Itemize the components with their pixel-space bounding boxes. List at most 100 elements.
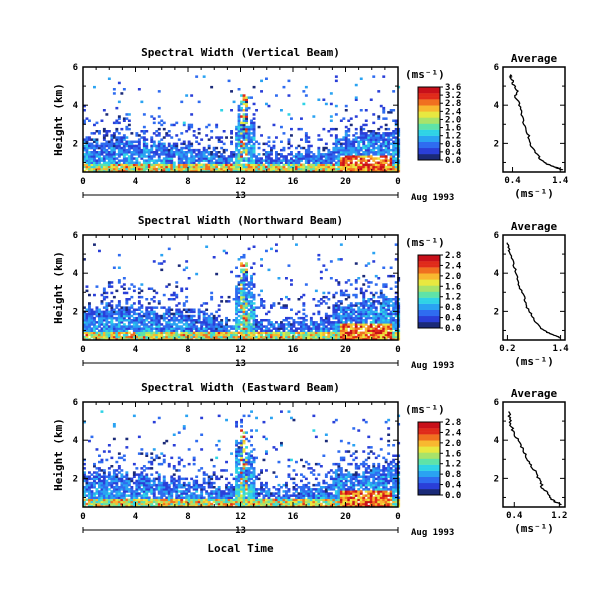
heatmap-cell [387,169,391,173]
heatmap-cell [392,155,396,158]
heatmap-cell [132,414,136,418]
heatmap-cell [115,144,119,148]
heatmap-cell [347,155,351,158]
heatmap-cell [235,287,238,290]
heatmap-cell [127,146,131,150]
heatmap-cell [392,157,396,160]
heatmap-cell [117,335,121,339]
heatmap-cell [142,335,146,339]
heatmap-cell [242,268,246,272]
heatmap-cell [319,337,323,341]
heatmap-cell [349,117,353,120]
heatmap-cell [175,293,179,297]
heatmap-cell [260,321,263,324]
heatmap-cell [359,325,363,328]
heatmap-cell [364,329,368,332]
heatmap-cell [115,333,119,337]
heatmap-cell [187,483,191,487]
heatmap-cell [382,319,386,322]
heatmap-cell [287,153,291,156]
heatmap-cell [157,325,161,328]
heatmap-cell [235,167,238,171]
heatmap-cell [157,300,161,303]
heatmap-cell [287,264,291,267]
heatmap-cell [137,300,141,303]
heatmap-cell [277,161,281,164]
heatmap-cell [102,159,106,162]
heatmap-cell [85,329,89,332]
heatmap-cell [135,333,139,337]
heatmap-cell [107,302,111,305]
heatmap-cell [170,488,174,491]
heatmap-cell [329,92,333,95]
heatmap-cell [364,316,368,320]
heatmap-cell [319,167,323,171]
heatmap-cell [93,163,96,167]
heatmap-cell [265,151,268,154]
heatmap-cell [384,146,388,150]
heatmap-cell [175,479,179,483]
heatmap-cell [200,151,204,154]
heatmap-cell [287,113,291,116]
heatmap-cell [235,333,238,337]
heatmap-cell [245,144,248,148]
heatmap-cell [354,161,358,164]
heatmap-cell [260,335,263,339]
heatmap-cell [98,161,101,164]
heatmap-cell [205,321,209,324]
heatmap-cell [217,321,221,324]
heatmap-cell [394,306,398,309]
heatmap-cell [270,325,273,328]
heatmap-cell [359,337,363,341]
heatmap-cell [105,134,109,137]
heatmap-cell [250,337,253,341]
heatmap-cell [235,138,238,141]
heatmap-cell [110,144,114,148]
heatmap-cell [132,312,136,316]
heatmap-cell [172,331,176,335]
heatmap-cell [295,159,298,162]
heatmap-cell [334,142,338,146]
heatmap-cell [394,335,398,339]
heatmap-cell [145,323,149,326]
heatmap-cell [354,98,358,101]
heatmap-cell [277,163,281,167]
heatmap-cell [317,159,321,162]
heatmap-cell [195,140,199,143]
heatmap-cell [242,323,246,326]
heatmap-cell [107,488,111,491]
heatmap-cell [132,473,136,476]
heatmap-cell [165,161,169,164]
heatmap-cell [250,167,253,171]
heatmap-cell [207,502,211,506]
heatmap-cell [185,498,189,502]
heatmap-cell [157,121,161,125]
heatmap-cell [125,329,129,332]
heatmap-cell [230,159,233,162]
heatmap-cell [265,159,268,162]
heatmap-cell [140,167,144,171]
heatmap-cell [240,159,243,162]
heatmap-cell [292,337,296,341]
heatmap-cell [314,161,318,164]
heatmap-cell [344,335,348,339]
heatmap-cell [95,138,99,141]
heatmap-cell [364,123,368,127]
heatmap-cell [382,134,386,137]
heatmap-cell [389,165,393,169]
heatmap-cell [227,319,231,322]
heatmap-cell [180,157,184,160]
heatmap-cell [322,264,326,267]
heatmap-cell [309,329,313,332]
heatmap-cell [135,308,139,311]
heatmap-cell [98,483,101,487]
heatmap-cell [334,169,338,173]
heatmap-cell [377,167,381,171]
heatmap-cell [285,163,288,167]
heatmap-cell [235,323,238,326]
heatmap-cell [275,161,278,164]
heatmap-cell [300,165,303,169]
heatmap-cell [270,157,273,160]
heatmap-cell [339,142,343,146]
heatmap-cell [225,251,228,255]
